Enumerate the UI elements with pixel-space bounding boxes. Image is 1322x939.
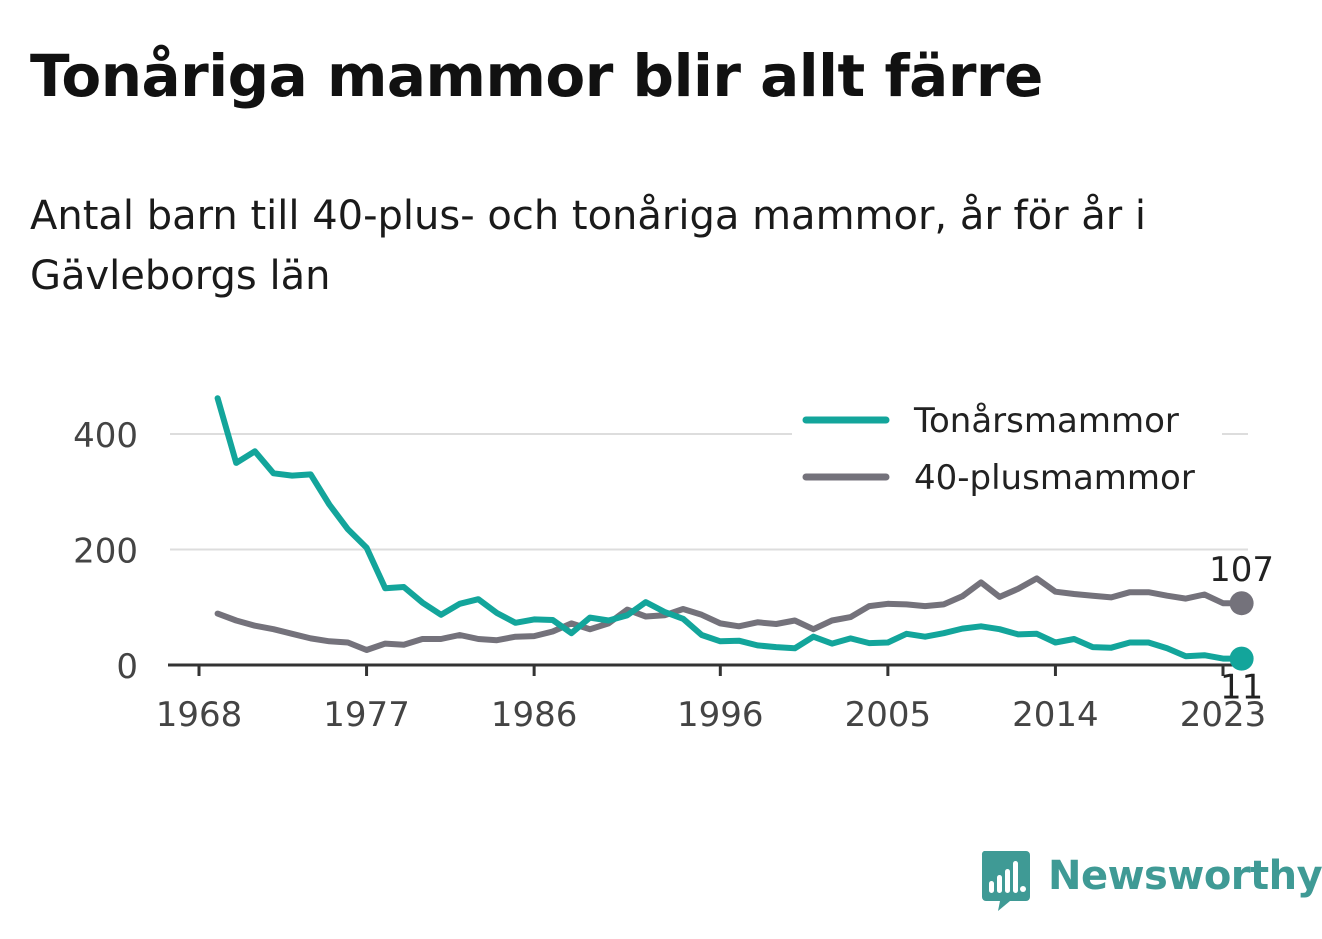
x-tick-label: 1968 (156, 695, 243, 735)
end-point-marker (1229, 591, 1254, 616)
chart-subtitle: Antal barn till 40-plus- och tonåriga ma… (30, 193, 1147, 299)
series-line-40-plusmammor (214, 575, 1245, 653)
end-value-label: 107 (1209, 550, 1274, 590)
x-tick-label: 1986 (491, 695, 578, 735)
x-tick-label: 2005 (845, 695, 932, 735)
legend: Tonårsmammor 40-plusmammor (792, 396, 1222, 512)
brand-name: Newsworthy (1048, 853, 1322, 899)
y-tick-label: 400 (73, 416, 138, 456)
legend-label: Tonårsmammor (913, 401, 1179, 441)
end-markers: 11 107 (1209, 550, 1274, 707)
x-axis-ticks: 1968 1977 1986 1996 2005 2014 2023 (156, 665, 1267, 735)
x-tick-label: 1996 (677, 695, 764, 735)
legend-label: 40-plusmammor (914, 458, 1195, 498)
end-point-marker (1229, 646, 1254, 671)
chart-title: Tonåriga mammor blir allt färre (30, 42, 1043, 110)
newsworthy-logo: Newsworthy (980, 849, 1322, 913)
y-tick-label: 0 (116, 647, 138, 687)
y-axis-ticks: 0 200 400 (73, 416, 138, 687)
series-lines (214, 395, 1245, 662)
y-tick-label: 200 (73, 532, 138, 572)
x-tick-label: 2014 (1012, 695, 1099, 735)
x-tick-label: 1977 (323, 695, 410, 735)
x-tick-label: 2023 (1180, 695, 1267, 735)
legend-background (792, 396, 1222, 512)
end-value-label: 11 (1220, 668, 1263, 708)
series-line-tonarsmammor (214, 395, 1245, 662)
bar-chart-speech-bubble-icon (981, 851, 1030, 911)
